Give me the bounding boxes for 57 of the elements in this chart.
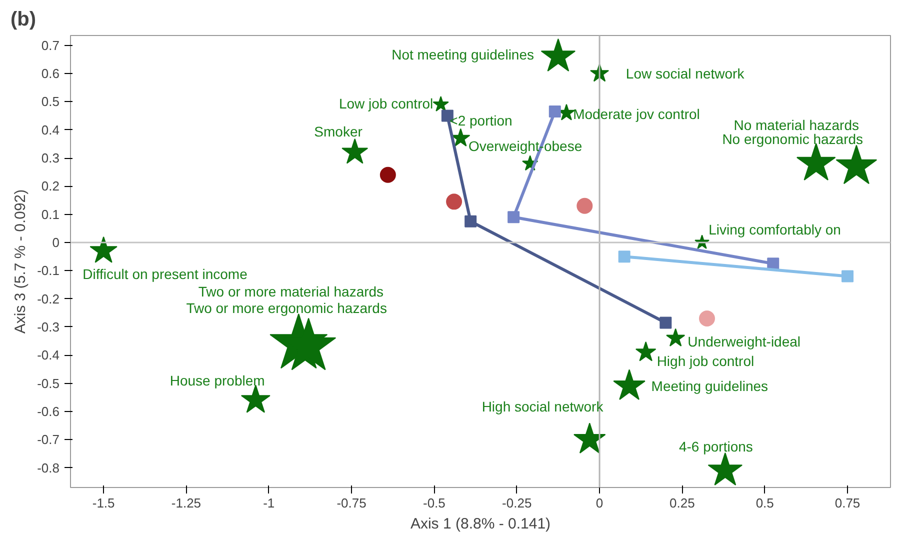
y-tick-label: 0.7 xyxy=(41,38,60,53)
chart-title: (b) xyxy=(10,8,36,30)
annotation: Smoker xyxy=(314,123,363,140)
annotation: Two or more ergonomic hazards xyxy=(186,300,387,316)
y-tick-label: 0.6 xyxy=(41,66,60,82)
x-tick-label: 0.75 xyxy=(834,496,860,510)
point xyxy=(380,166,396,183)
y-tick-label: -0.4 xyxy=(37,348,60,363)
point xyxy=(698,310,715,327)
y-axis-title: Axis 3 (5.7 % - 0.092) xyxy=(12,189,30,334)
annotation: High social network xyxy=(482,398,604,415)
y-tick-label: -0.8 xyxy=(37,460,60,476)
y-tick-label: -0.3 xyxy=(37,319,60,334)
y-tick-label: -0.2 xyxy=(37,291,60,306)
point xyxy=(660,316,672,329)
point xyxy=(842,270,854,282)
x-tick-label: -1 xyxy=(263,496,275,510)
point xyxy=(508,211,520,224)
x-tick-label: -1.25 xyxy=(171,496,202,510)
y-tick-label: 0.2 xyxy=(41,178,60,194)
annotation: House problem xyxy=(170,372,265,388)
y-tick-label: 0.3 xyxy=(41,150,60,166)
x-tick-label: -0.5 xyxy=(423,496,446,510)
point xyxy=(446,194,462,210)
annotation: Two or more material hazards xyxy=(198,284,384,300)
y-tick-label: -0.6 xyxy=(37,404,60,419)
annotation: Meeting guidelines xyxy=(651,378,768,394)
annotation: Difficult on present income xyxy=(82,266,248,282)
y-tick-label: -0.1 xyxy=(37,263,60,278)
point xyxy=(618,250,630,263)
x-tick-label: -1.5 xyxy=(92,496,115,510)
point xyxy=(767,258,780,270)
annotation: Living comfortably on xyxy=(708,221,841,238)
x-tick-label: 0.5 xyxy=(756,496,774,510)
x-tick-label: 0 xyxy=(596,496,604,510)
x-axis-title: Axis 1 (8.8% - 0.141) xyxy=(410,516,551,532)
y-tick-label: 0.5 xyxy=(41,94,60,110)
annotation: No ergonomic hazards xyxy=(722,130,864,147)
point xyxy=(464,215,477,228)
y-tick-label: -0.7 xyxy=(37,432,60,448)
annotation: No material hazards xyxy=(734,117,860,134)
annotation: Low social network xyxy=(626,66,746,82)
annotation: 4-6 portions xyxy=(678,438,753,454)
x-tick-label: -0.25 xyxy=(502,496,532,510)
annotation: Moderate jov control xyxy=(573,106,700,122)
annotation: High job control xyxy=(656,353,754,370)
point xyxy=(576,198,593,214)
x-tick-label: -0.75 xyxy=(336,496,366,510)
y-tick-label: 0 xyxy=(52,234,60,250)
y-tick-label: 0.1 xyxy=(41,206,60,222)
point xyxy=(548,106,561,118)
annotation: Not meeting guidelines xyxy=(392,46,534,62)
y-tick-label: 0.4 xyxy=(41,122,60,138)
y-tick-label: -0.5 xyxy=(37,376,60,391)
annotation: Underweight-ideal xyxy=(688,334,801,350)
annotation: Low job control xyxy=(338,95,434,112)
x-tick-label: 0.25 xyxy=(670,496,695,510)
